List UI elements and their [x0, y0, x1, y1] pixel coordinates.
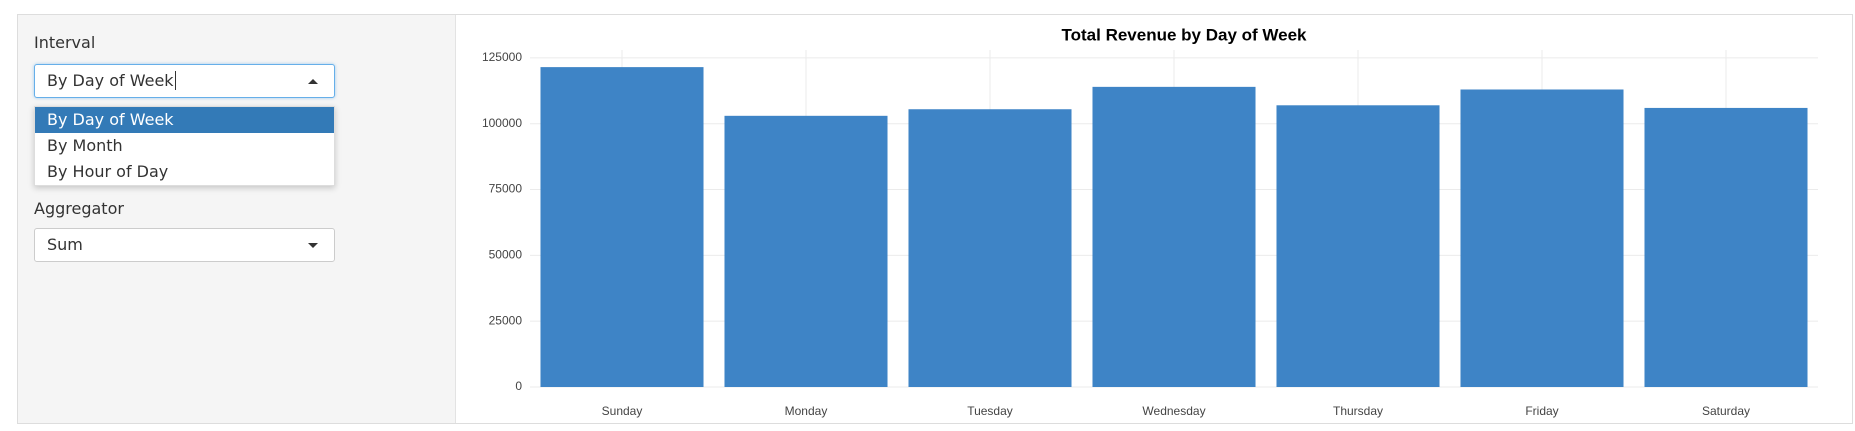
- aggregator-select[interactable]: Sum: [34, 228, 335, 262]
- interval-value: By Day of Week: [47, 71, 174, 90]
- bar: [1460, 89, 1624, 387]
- x-tick-label: Tuesday: [967, 404, 1013, 418]
- bar: [1644, 107, 1808, 387]
- bar: [540, 67, 704, 387]
- bar: [908, 109, 1072, 387]
- dropdown-option[interactable]: By Day of Week: [35, 107, 334, 133]
- x-tick-label: Thursday: [1333, 404, 1383, 418]
- y-tick-label: 50000: [489, 248, 523, 262]
- interval-label: Interval: [34, 33, 96, 52]
- sidebar: Interval By Day of Week​ By Day of WeekB…: [18, 15, 456, 423]
- chart-title: Total Revenue by Day of Week: [1062, 25, 1308, 44]
- bar: [724, 115, 888, 387]
- y-tick-label: 100000: [482, 116, 522, 130]
- y-tick-label: 0: [515, 379, 522, 393]
- aggregator-label: Aggregator: [34, 199, 124, 218]
- x-tick-label: Saturday: [1702, 404, 1750, 418]
- caret: [308, 243, 318, 248]
- dropdown-option[interactable]: By Month: [47, 136, 123, 155]
- x-tick-label: Wednesday: [1142, 404, 1205, 418]
- dropdown: By Day of Week By Month By Hour of Day: [34, 106, 335, 186]
- bar: [1276, 105, 1440, 387]
- panel: Interval By Day of Week​ By Day of WeekB…: [17, 14, 1853, 424]
- caret: [308, 79, 318, 84]
- y-tick-label: 75000: [489, 182, 523, 196]
- bar: [1092, 86, 1256, 387]
- y-tick-label: 125000: [482, 50, 522, 64]
- y-tick-label: 25000: [489, 313, 523, 327]
- x-tick-label: Monday: [785, 404, 828, 418]
- aggregator-value: Sum: [47, 235, 83, 254]
- x-tick-label: Friday: [1525, 404, 1558, 418]
- x-tick-label: Sunday: [602, 404, 643, 418]
- interval-select[interactable]: By Day of Week​: [34, 64, 335, 98]
- dropdown-option[interactable]: By Hour of Day: [47, 162, 169, 181]
